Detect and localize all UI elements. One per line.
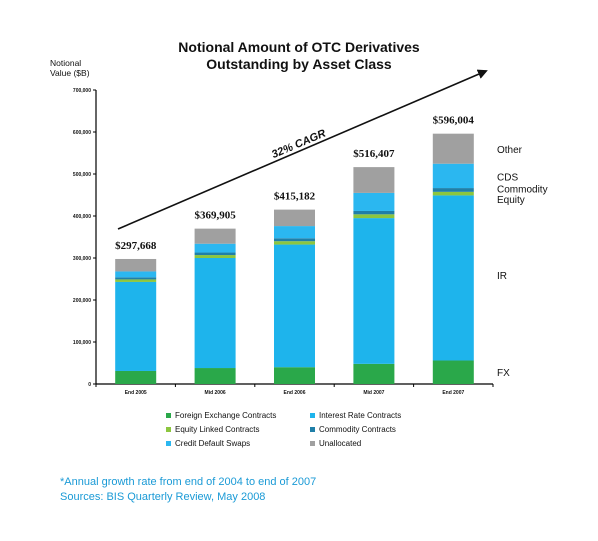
footnote-cagr: *Annual growth rate from end of 2004 to … <box>60 476 317 488</box>
legend-swatch-other <box>310 441 315 446</box>
bar-segment-ir <box>274 244 315 368</box>
y-tick-label: 300,000 <box>73 256 91 262</box>
bar-segment-fx <box>432 360 474 384</box>
legend-label: Credit Default Swaps <box>175 439 250 448</box>
bar-segment-cds <box>194 243 236 253</box>
bar-total-label: $596,004 <box>433 115 475 127</box>
cagr-annotation: 32% CAGR <box>270 127 328 161</box>
bar-segment-cds <box>274 226 315 239</box>
bar-segment-cds <box>115 271 157 278</box>
bar-segment-cds <box>353 192 395 211</box>
y-tick-label: 700,000 <box>73 88 91 94</box>
bar-segment-equity <box>353 214 395 219</box>
bar-segment-cds <box>432 163 474 189</box>
legend-label: Foreign Exchange Contracts <box>175 411 276 420</box>
bar-segment-ir <box>115 281 157 371</box>
bar-segment-equity <box>432 191 474 196</box>
y-axis-label: Value ($B) <box>50 68 90 78</box>
y-tick-label: 100,000 <box>73 340 91 346</box>
y-tick-label: 400,000 <box>73 214 91 220</box>
chart-title-line: Notional Amount of OTC Derivatives <box>178 39 420 55</box>
legend-swatch-ir <box>310 413 315 418</box>
y-axis-label: Notional <box>50 58 81 68</box>
bar-segment-fx <box>115 370 157 384</box>
legend-swatch-cds <box>166 441 171 446</box>
series-side-label: Other <box>497 145 523 156</box>
bar-segment-other <box>274 209 315 227</box>
legend-swatch-commodity <box>310 427 315 432</box>
legend-label: Equity Linked Contracts <box>175 425 260 434</box>
bar-segment-commodity <box>194 252 236 256</box>
y-tick-label: 500,000 <box>73 172 91 178</box>
series-side-label: Commodity <box>497 184 548 195</box>
bar-segment-commodity <box>353 210 395 215</box>
legend-label: Commodity Contracts <box>319 425 396 434</box>
bar-segment-commodity <box>432 188 474 192</box>
bar-segment-fx <box>274 367 315 384</box>
series-side-label: Equity <box>497 195 525 206</box>
legend-label: Interest Rate Contracts <box>319 411 401 420</box>
y-tick-label: 0 <box>88 382 91 388</box>
bar-segment-ir <box>353 218 395 364</box>
bar-segment-equity <box>274 241 315 245</box>
bar-segment-ir <box>432 195 474 361</box>
series-side-label: CDS <box>497 173 518 184</box>
bar-segment-fx <box>353 363 395 384</box>
bar-segment-equity <box>194 255 236 258</box>
legend-label: Unallocated <box>319 439 361 448</box>
legend-swatch-equity <box>166 427 171 432</box>
bar-segment-fx <box>194 368 236 384</box>
bar-segment-equity <box>115 279 157 282</box>
bar-total-label: $516,407 <box>353 148 395 160</box>
bar-segment-commodity <box>115 277 157 280</box>
bar-segment-ir <box>194 258 236 369</box>
x-tick-label: Mid 2006 <box>205 390 226 396</box>
bar-total-label: $297,668 <box>115 240 157 252</box>
x-tick-label: End 2006 <box>284 390 306 396</box>
bar-segment-other <box>194 228 236 244</box>
cagr-arrow <box>117 69 488 230</box>
bar-segment-commodity <box>274 238 315 242</box>
chart-title-line: Outstanding by Asset Class <box>206 56 392 72</box>
footnote-source: Sources: BIS Quarterly Review, May 2008 <box>60 491 266 503</box>
x-tick-label: End 2007 <box>442 390 464 396</box>
series-side-label: IR <box>497 271 507 282</box>
y-tick-label: 600,000 <box>73 130 91 136</box>
series-side-label: FX <box>497 368 510 379</box>
x-tick-label: End 2005 <box>125 390 147 396</box>
bar-total-label: $415,182 <box>274 191 316 203</box>
bar-segment-other <box>115 258 157 272</box>
bar-total-label: $369,905 <box>194 210 236 222</box>
bar-segment-other <box>353 167 395 193</box>
y-tick-label: 200,000 <box>73 298 91 304</box>
x-tick-label: Mid 2007 <box>363 390 384 396</box>
legend-swatch-fx <box>166 413 171 418</box>
bar-segment-other <box>432 133 474 164</box>
